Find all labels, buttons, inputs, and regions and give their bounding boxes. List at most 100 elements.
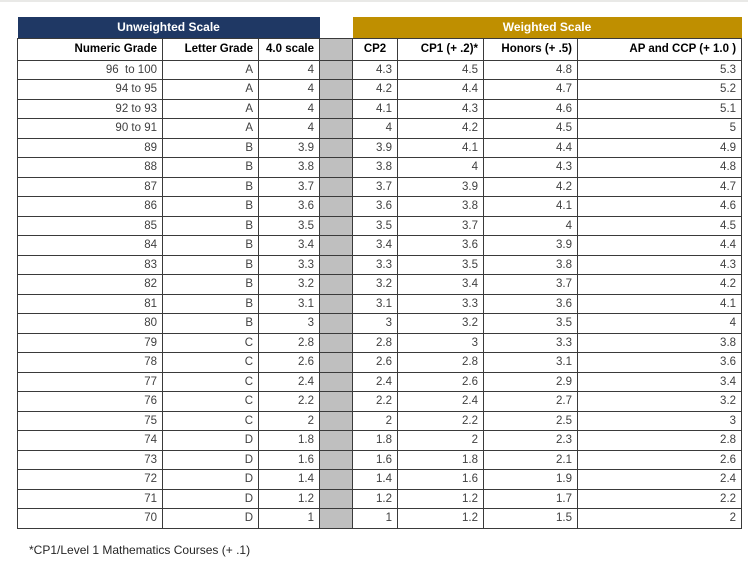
numeric-grade-header: Numeric Grade — [17, 37, 163, 61]
table-row: 76 C 2.2 2.2 2.4 2.7 3.2 — [17, 391, 743, 412]
numeric-grade-cell: 86 — [17, 196, 163, 217]
ap-ccp-cell: 4.9 — [576, 137, 743, 158]
cp1-cell: 3.2 — [397, 313, 484, 334]
cp1-cell: 3.6 — [397, 235, 484, 256]
honors-cell: 3.6 — [483, 293, 578, 314]
cp2-cell: 2.6 — [352, 352, 398, 373]
letter-grade-cell: B — [162, 215, 259, 236]
numeric-grade-cell: 83 — [17, 254, 163, 275]
cp2-cell: 3.6 — [352, 196, 398, 217]
separator-cell — [319, 430, 353, 451]
numeric-grade-cell: 84 — [17, 235, 163, 256]
table-row: 75 C 2 2 2.2 2.5 3 — [17, 410, 743, 431]
letter-grade-cell: D — [162, 430, 259, 451]
table-row: 78 C 2.6 2.6 2.8 3.1 3.6 — [17, 352, 743, 373]
table-row: 72 D 1.4 1.4 1.6 1.9 2.4 — [17, 469, 743, 490]
letter-grade-cell: C — [162, 352, 259, 373]
cp2-cell: 1.6 — [352, 449, 398, 470]
ap-ccp-cell: 4.7 — [576, 176, 743, 197]
table-row: 71 D 1.2 1.2 1.2 1.7 2.2 — [17, 488, 743, 509]
four-point-scale-cell: 1.4 — [258, 469, 320, 490]
numeric-grade-cell: 75 — [17, 410, 163, 431]
four-point-scale-header: 4.0 scale — [258, 37, 320, 61]
cp1-cell: 3.7 — [397, 215, 484, 236]
numeric-grade-cell: 82 — [17, 274, 163, 295]
ap-ccp-cell: 4 — [576, 313, 743, 334]
ap-ccp-cell: 3.8 — [576, 332, 743, 353]
letter-grade-cell: B — [162, 293, 259, 314]
separator-cell — [319, 274, 353, 295]
ap-ccp-cell: 4.5 — [576, 215, 743, 236]
ap-ccp-cell: 4.3 — [576, 254, 743, 275]
table-row: 74 D 1.8 1.8 2 2.3 2.8 — [17, 430, 743, 451]
grading-scale-section: Unweighted Scale Weighted Scale Numeric … — [17, 17, 743, 529]
honors-cell: 2.7 — [483, 391, 578, 412]
four-point-scale-cell: 3.4 — [258, 235, 320, 256]
cp1-cell: 1.6 — [397, 469, 484, 490]
unweighted-scale-banner: Unweighted Scale — [17, 17, 320, 38]
grading-scale-table: Unweighted Scale Weighted Scale Numeric … — [17, 17, 743, 529]
honors-cell: 3.9 — [483, 235, 578, 256]
table-row: 79 C 2.8 2.8 3 3.3 3.8 — [17, 332, 743, 353]
cp1-cell: 3.3 — [397, 293, 484, 314]
cp1-cell: 4.5 — [397, 59, 484, 80]
table-row: 92 to 93 A 4 4.1 4.3 4.6 5.1 — [17, 98, 743, 119]
separator-cell — [319, 196, 353, 217]
cp1-cell: 2 — [397, 430, 484, 451]
letter-grade-cell: C — [162, 410, 259, 431]
ap-ccp-cell: 4.4 — [576, 235, 743, 256]
numeric-grade-cell: 89 — [17, 137, 163, 158]
letter-grade-cell: B — [162, 137, 259, 158]
honors-cell: 1.7 — [483, 488, 578, 509]
honors-cell: 3.7 — [483, 274, 578, 295]
honors-cell: 3.8 — [483, 254, 578, 275]
letter-grade-cell: B — [162, 235, 259, 256]
cp1-cell: 4 — [397, 157, 484, 178]
four-point-scale-cell: 4 — [258, 118, 320, 139]
table-row: 83 B 3.3 3.3 3.5 3.8 4.3 — [17, 254, 743, 275]
cp2-cell: 1.4 — [352, 469, 398, 490]
table-row: 77 C 2.4 2.4 2.6 2.9 3.4 — [17, 371, 743, 392]
separator-cell — [319, 59, 353, 80]
separator-cell — [319, 137, 353, 158]
cp1-cell: 4.3 — [397, 98, 484, 119]
cp1-cell: 4.1 — [397, 137, 484, 158]
honors-cell: 4 — [483, 215, 578, 236]
table-row: 90 to 91 A 4 4 4.2 4.5 5 — [17, 118, 743, 139]
numeric-grade-cell: 92 to 93 — [17, 98, 163, 119]
cp2-cell: 2.4 — [352, 371, 398, 392]
letter-grade-cell: B — [162, 313, 259, 334]
cp2-cell: 3.9 — [352, 137, 398, 158]
cp2-cell: 2.8 — [352, 332, 398, 353]
ap-ccp-cell: 5.3 — [576, 59, 743, 80]
numeric-grade-cell: 94 to 95 — [17, 79, 163, 100]
cp2-cell: 3.7 — [352, 176, 398, 197]
honors-cell: 1.9 — [483, 469, 578, 490]
numeric-grade-cell: 81 — [17, 293, 163, 314]
numeric-grade-cell: 78 — [17, 352, 163, 373]
ap-ccp-cell: 2.6 — [576, 449, 743, 470]
cp2-cell: 4.2 — [352, 79, 398, 100]
cp2-header: CP2 — [352, 37, 398, 61]
numeric-grade-cell: 90 to 91 — [17, 118, 163, 139]
honors-cell: 3.1 — [483, 352, 578, 373]
cp2-cell: 3.8 — [352, 157, 398, 178]
ap-ccp-cell: 4.1 — [576, 293, 743, 314]
ap-ccp-cell: 4.6 — [576, 196, 743, 217]
separator-cell — [319, 371, 353, 392]
ap-ccp-cell: 2.8 — [576, 430, 743, 451]
four-point-scale-cell: 3.3 — [258, 254, 320, 275]
cp1-cell: 4.4 — [397, 79, 484, 100]
separator-cell — [319, 235, 353, 256]
four-point-scale-cell: 3.7 — [258, 176, 320, 197]
honors-cell: 4.1 — [483, 196, 578, 217]
cp1-cell: 1.8 — [397, 449, 484, 470]
letter-grade-cell: B — [162, 176, 259, 197]
letter-grade-cell: D — [162, 508, 259, 529]
table-row: 88 B 3.8 3.8 4 4.3 4.8 — [17, 157, 743, 178]
ap-ccp-cell: 2 — [576, 508, 743, 529]
cp2-cell: 2.2 — [352, 391, 398, 412]
scale-banner-gap — [319, 17, 353, 38]
cp2-cell: 1.8 — [352, 430, 398, 451]
letter-grade-cell: D — [162, 469, 259, 490]
